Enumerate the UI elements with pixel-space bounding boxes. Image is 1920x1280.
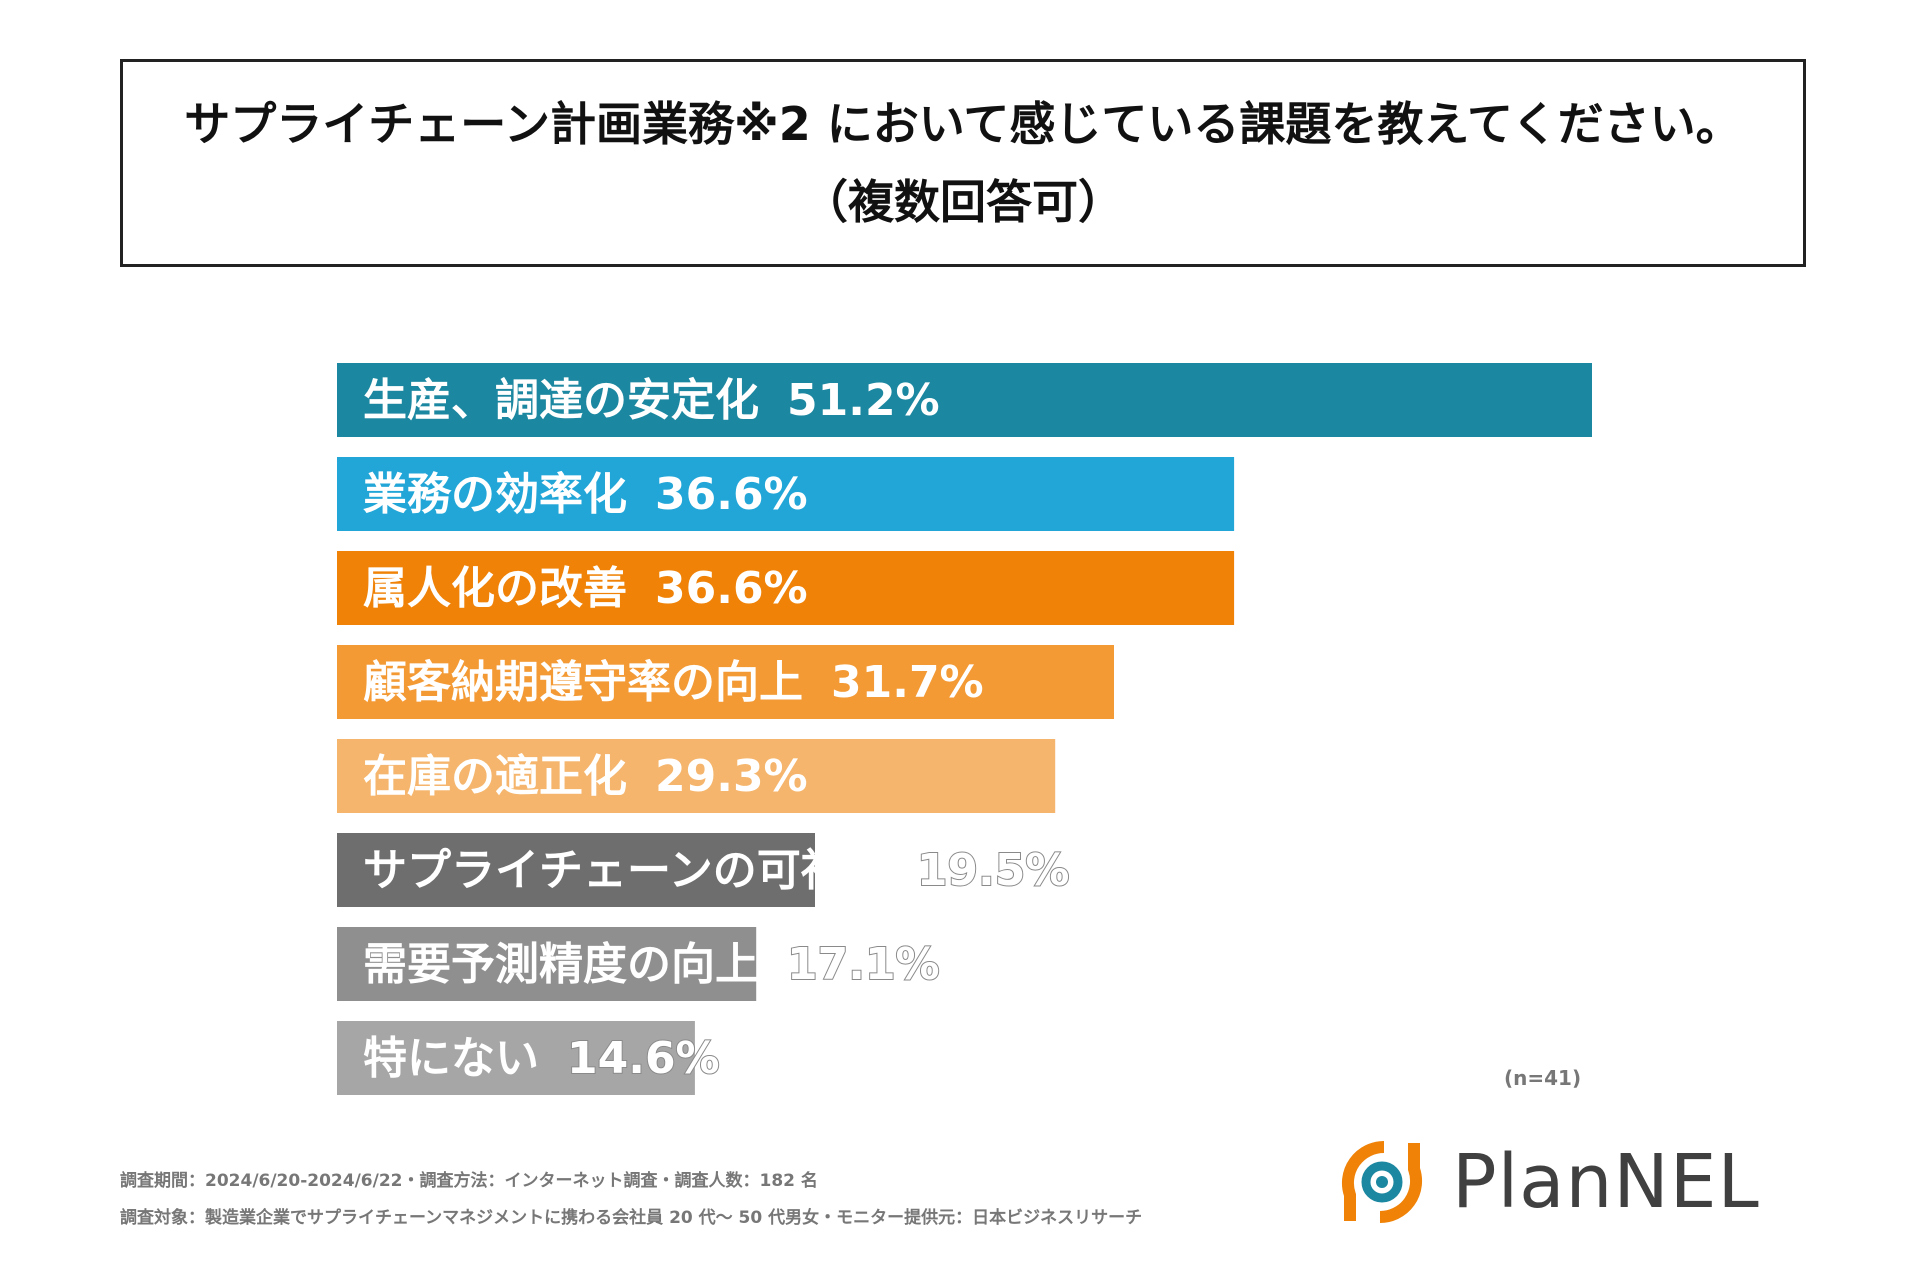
value-label-5: 19.5% — [917, 845, 1070, 896]
value-label-6: 17.1% — [787, 939, 940, 990]
bar-label-7: 特にない 14.6% — [363, 1033, 720, 1084]
survey-target-note: 調査対象：製造業企業でサプライチェーンマネジメントに携わる会社員 20 代〜 5… — [120, 1208, 1143, 1228]
bar-6 — [337, 927, 757, 1001]
category-label-6: 需要予測精度の向上 — [363, 939, 759, 990]
category-label-3: 顧客納期遵守率の向上 — [363, 657, 803, 708]
title-line-1: サプライチェーン計画業務※2 において感じている課題を教えてください。 — [184, 97, 1742, 151]
category-label-2: 属人化の改善 — [363, 563, 627, 614]
brand: PlanNEL — [1336, 1136, 1760, 1228]
survey-period-note: 調査期間：2024/6/20-2024/6/22・調査方法：インターネット調査・… — [120, 1171, 818, 1191]
value-label-0: 51.2% — [787, 375, 940, 426]
category-label-1: 業務の効率化 — [363, 469, 627, 520]
bar-label-0: 生産、調達の安定化 51.2% — [363, 375, 940, 426]
bar-label-4: 在庫の適正化 29.3% — [363, 751, 808, 802]
category-label-0: 生産、調達の安定化 — [363, 375, 759, 426]
bar-3 — [337, 645, 1114, 719]
value-label-7: 14.6% — [567, 1033, 720, 1084]
title-line-2: （複数回答可） — [802, 175, 1124, 229]
sample-size: (n=41) — [1504, 1066, 1582, 1090]
category-label-5: サプライチェーンの可視化 — [363, 845, 889, 896]
value-label-2: 36.6% — [655, 563, 808, 614]
bar-label-6: 需要予測精度の向上 17.1% — [363, 939, 940, 990]
title-box: サプライチェーン計画業務※2 において感じている課題を教えてください。 （複数回… — [120, 59, 1806, 267]
bar-label-1: 業務の効率化 36.6% — [363, 469, 808, 520]
bar-2 — [337, 551, 1235, 625]
bar-1 — [337, 457, 1235, 531]
bar-label-2: 属人化の改善 36.6% — [363, 563, 808, 614]
bar-4 — [337, 739, 1056, 813]
bar-label-5: サプライチェーンの可視化 19.5% — [363, 845, 1069, 896]
bar-0 — [337, 363, 1592, 437]
value-label-3: 31.7% — [831, 657, 984, 708]
value-label-1: 36.6% — [655, 469, 808, 520]
plannel-logo-icon — [1342, 1140, 1422, 1224]
category-label-7: 特にない — [363, 1033, 539, 1084]
value-label-4: 29.3% — [655, 751, 808, 802]
category-label-4: 在庫の適正化 — [363, 751, 627, 802]
brand-name: PlanNEL — [1452, 1139, 1760, 1225]
bar-5 — [337, 833, 815, 907]
bar-label-3: 顧客納期遵守率の向上 31.7% — [363, 657, 984, 708]
bar-7 — [337, 1021, 695, 1095]
